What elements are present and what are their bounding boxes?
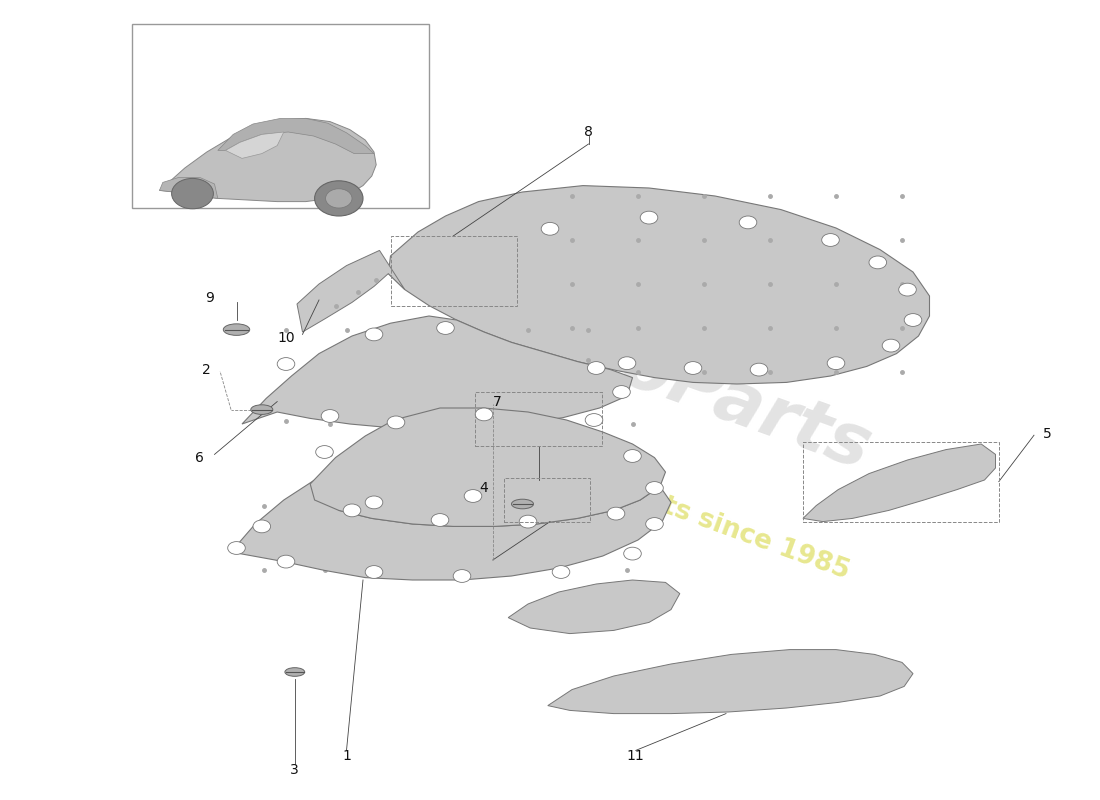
Circle shape [904,314,922,326]
Circle shape [684,362,702,374]
Circle shape [882,339,900,352]
Circle shape [618,357,636,370]
Ellipse shape [285,668,305,676]
Polygon shape [242,316,632,430]
Text: 11: 11 [627,749,645,763]
Circle shape [646,482,663,494]
Polygon shape [310,408,666,526]
Circle shape [750,363,768,376]
Polygon shape [160,178,218,198]
Circle shape [475,408,493,421]
Polygon shape [226,132,284,158]
Circle shape [541,222,559,235]
Text: 5: 5 [1043,426,1052,441]
Polygon shape [508,580,680,634]
Circle shape [409,416,427,429]
Circle shape [822,234,839,246]
Circle shape [387,416,405,429]
Circle shape [827,357,845,370]
Polygon shape [548,650,913,714]
Circle shape [365,328,383,341]
Circle shape [519,515,537,528]
Circle shape [585,414,603,426]
Bar [475,392,602,446]
Text: 4: 4 [480,481,488,495]
Circle shape [277,358,295,370]
Bar [390,236,517,306]
Circle shape [228,542,245,554]
Text: a passion for parts since 1985: a passion for parts since 1985 [422,407,854,585]
Ellipse shape [251,405,273,414]
Circle shape [343,504,361,517]
Text: 1: 1 [342,749,351,763]
Text: 9: 9 [206,290,214,305]
Circle shape [497,418,515,430]
Bar [504,478,590,522]
Circle shape [365,496,383,509]
Circle shape [253,520,271,533]
Ellipse shape [223,324,250,335]
Circle shape [607,507,625,520]
Text: 2: 2 [202,362,211,377]
Circle shape [899,283,916,296]
Circle shape [172,178,213,209]
Circle shape [739,216,757,229]
Circle shape [640,211,658,224]
Circle shape [624,450,641,462]
Circle shape [624,547,641,560]
Text: 10: 10 [277,330,295,345]
Polygon shape [218,118,374,154]
Circle shape [315,181,363,216]
Circle shape [552,566,570,578]
Circle shape [316,446,333,458]
Text: 3: 3 [290,762,299,777]
Circle shape [464,490,482,502]
Text: 6: 6 [195,450,204,465]
Polygon shape [297,250,405,332]
Polygon shape [160,118,376,202]
Circle shape [321,410,339,422]
Text: euroParts: euroParts [484,284,880,484]
Circle shape [453,570,471,582]
Circle shape [437,322,454,334]
Bar [132,24,429,208]
Text: 7: 7 [493,394,502,409]
Circle shape [587,362,605,374]
Circle shape [646,518,663,530]
Circle shape [613,386,630,398]
Circle shape [277,555,295,568]
Circle shape [869,256,887,269]
Circle shape [326,189,352,208]
Circle shape [365,566,383,578]
Polygon shape [231,480,671,580]
Ellipse shape [512,499,534,509]
Polygon shape [803,444,996,522]
Bar [803,442,999,522]
Text: 8: 8 [584,125,593,139]
Circle shape [431,514,449,526]
Polygon shape [388,186,930,384]
